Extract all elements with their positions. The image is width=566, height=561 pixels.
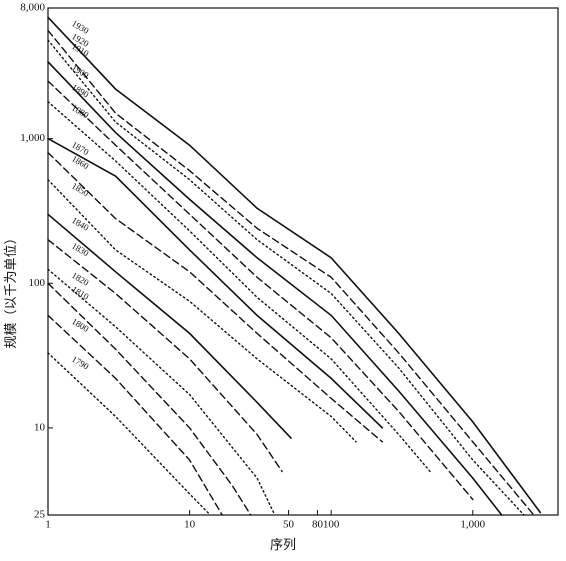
series-label: 1890: [70, 82, 91, 100]
series-line: [47, 39, 525, 516]
series-line: [47, 137, 384, 429]
series-label: 1900: [70, 63, 91, 81]
y-tick-label: 25: [34, 509, 46, 521]
x-tick-label: 1: [45, 519, 51, 531]
series-label: 1800: [70, 316, 91, 334]
x-tick-label: 50: [283, 519, 295, 531]
series-label: 1880: [70, 103, 91, 121]
y-axis-label: 规模（以千为单位）: [3, 231, 18, 348]
plot-frame: [47, 7, 559, 516]
series-label: 1840: [70, 215, 91, 233]
series-label: 1790: [70, 354, 91, 372]
series-line: [47, 80, 474, 501]
y-tick-label: 8,000: [20, 2, 45, 14]
series-line: [47, 29, 535, 516]
y-tick-label: 100: [29, 277, 46, 289]
x-tick-label: 1,000: [460, 519, 485, 531]
series-line: [47, 314, 223, 516]
x-axis-label: 序列: [270, 537, 296, 552]
series-line: [47, 282, 252, 516]
series-label: 1830: [70, 241, 91, 259]
series-label: 1870: [70, 139, 91, 157]
series-label: 1810: [70, 284, 91, 302]
series-line: [47, 100, 431, 473]
series-line: [47, 60, 503, 516]
series-line: [47, 213, 292, 439]
series-line: [47, 178, 357, 443]
series-label: 1820: [70, 270, 91, 288]
y-tick-label: 10: [34, 421, 46, 433]
series-label: 1850: [70, 181, 91, 199]
series-label: 1860: [70, 154, 91, 172]
series-line: [47, 151, 384, 443]
x-tick-label: 80: [312, 519, 324, 531]
x-tick-label: 10: [184, 519, 196, 531]
x-tick-label: 100: [323, 519, 340, 531]
series-line: [47, 238, 283, 473]
series-line: [47, 268, 276, 516]
y-tick-label: 1,000: [20, 132, 45, 144]
series-line: [47, 352, 212, 516]
series-line: [47, 16, 542, 514]
